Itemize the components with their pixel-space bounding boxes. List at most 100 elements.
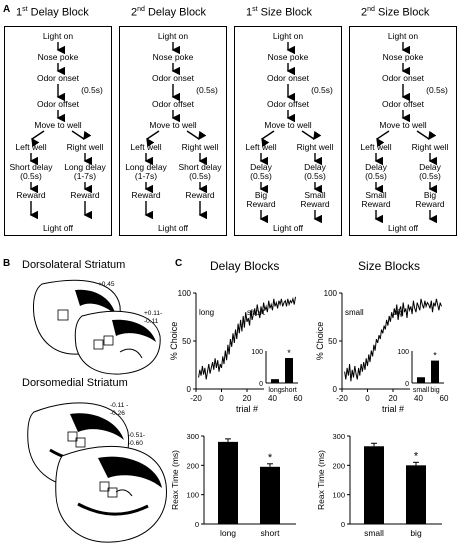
left-well: Left well — [245, 142, 276, 152]
dls-brain-sections — [33, 279, 161, 375]
delay-blocks-title: Delay Blocks — [210, 259, 280, 273]
y-axis-label: Reax Time (ms) — [170, 450, 180, 510]
bar-small — [364, 446, 384, 524]
step-odor-duration: (0.5s) — [196, 85, 218, 95]
dms-label-011: -0.11 - — [110, 402, 129, 409]
y-tick-label: 50 — [182, 337, 191, 346]
x-tick-label: 60 — [440, 394, 449, 403]
left-well: Left well — [130, 142, 161, 152]
left-reward-size: Small — [365, 190, 386, 200]
left-well: Left well — [15, 142, 46, 152]
bar-big — [406, 465, 426, 524]
y-tick-label: 50 — [328, 337, 337, 346]
inset-significance-star: * — [287, 348, 291, 358]
dls-label-011a: +0.11- — [144, 310, 163, 317]
y-tick-label: 0 — [333, 385, 338, 394]
left-reward: Reward — [131, 190, 161, 200]
x-tick-label: 40 — [414, 394, 423, 403]
flowchart-box-1: Light on Nose poke Odor onset (0.5s) Odor of… — [4, 26, 112, 236]
inset-significance-star: * — [433, 351, 437, 361]
inset-bar-short — [285, 358, 293, 383]
right-well: Right well — [67, 142, 104, 152]
right-delay-duration: (0.5s) — [304, 171, 326, 181]
step-light-off: Light off — [388, 223, 419, 233]
right-delay-duration: (0.5s) — [189, 171, 211, 181]
step-odor-offset: Odor offset — [267, 99, 310, 109]
bar-short — [260, 466, 280, 524]
inset-cat-label: short — [281, 387, 297, 394]
flowchart-box-4: Light on Nose poke Odor onset (0.5s) Odor of… — [349, 26, 457, 236]
step-light-on: Light on — [388, 31, 419, 41]
x-tick-label: 0 — [219, 394, 224, 403]
left-delay-duration: (1-7s) — [135, 171, 157, 181]
block-title-4: 2nd Size Block — [361, 6, 430, 19]
flow-arrow — [376, 130, 390, 148]
y-axis-label: Reax Time (ms) — [316, 450, 326, 510]
right-delay-duration: (1-7s) — [74, 171, 96, 181]
step-odor-offset: Odor offset — [382, 99, 425, 109]
block-label-first: small — [345, 308, 364, 317]
step-light-off: Light off — [158, 223, 189, 233]
step-light-on: Light on — [158, 31, 189, 41]
y-tick-label: 0 — [187, 385, 192, 394]
left-well: Left well — [360, 142, 391, 152]
right-delay: Delay — [419, 162, 441, 172]
inset-y-tick-label: 0 — [405, 381, 409, 388]
inset-background — [410, 345, 446, 395]
x-tick-label: 40 — [268, 394, 277, 403]
inset-bar-small — [417, 377, 425, 383]
y-tick-label: 100 — [332, 491, 345, 500]
left-delay-duration: (0.5s) — [250, 171, 272, 181]
x-tick-label: 20 — [243, 394, 252, 403]
y-tick-label: 0 — [195, 520, 199, 529]
right-reward: Reward — [415, 199, 445, 209]
right-delay: Long delay — [64, 162, 106, 172]
size-rt-chart: 0 100 200 300 Reax Time (ms) small big * — [316, 432, 442, 538]
y-tick-label: 100 — [186, 491, 199, 500]
y-axis-label: % Choice — [315, 322, 325, 361]
block-title-1: 1st Delay Block — [16, 6, 89, 19]
step-odor-duration: (0.5s) — [311, 85, 333, 95]
inset-cat-label: small — [413, 387, 430, 394]
flowchart-box-3: Light on Nose poke Odor onset (0.5s) Odor of… — [234, 26, 342, 236]
y-tick-label: 200 — [332, 461, 345, 470]
inset-y-tick-label: 100 — [397, 349, 409, 356]
x-tick-label: 0 — [365, 394, 370, 403]
block-label-second: big — [393, 308, 404, 317]
flow-arrow — [261, 130, 275, 148]
right-reward: Reward — [300, 199, 330, 209]
left-delay: Long delay — [125, 162, 167, 172]
right-well: Right well — [412, 142, 449, 152]
right-well: Right well — [297, 142, 334, 152]
dls-label-011b: -0.11 — [144, 318, 159, 325]
right-delay-duration: (0.5s) — [419, 171, 441, 181]
left-reward: Reward — [361, 199, 391, 209]
choice-line — [198, 296, 296, 380]
step-light-on: Light on — [273, 31, 304, 41]
inset-y-tick-label: 0 — [259, 381, 263, 388]
x-tick-label: 20 — [389, 394, 398, 403]
x-axis-label: trial # — [382, 404, 404, 414]
left-reward: Reward — [246, 199, 276, 209]
step-odor-offset: Odor offset — [152, 99, 195, 109]
size-blocks-title: Size Blocks — [358, 259, 421, 273]
left-delay: Short delay — [10, 162, 54, 172]
dls-title: Dorsolateral Striatum — [22, 259, 126, 271]
step-move-to-well: Move to well — [149, 120, 196, 130]
x-tick-label: -20 — [190, 394, 202, 403]
step-move-to-well: Move to well — [264, 120, 311, 130]
inset-bar-big — [431, 360, 439, 383]
category-label: long — [220, 528, 236, 538]
x-tick-label: 60 — [294, 394, 303, 403]
right-delay: Delay — [304, 162, 326, 172]
step-light-off: Light off — [43, 223, 74, 233]
step-move-to-well: Move to well — [34, 120, 81, 130]
right-reward-size: Big — [424, 190, 437, 200]
step-odor-onset: Odor onset — [267, 73, 310, 83]
dms-brain-sections — [27, 402, 167, 543]
flow-arrow — [71, 130, 92, 141]
panel-b-letter: B — [3, 258, 11, 269]
step-nose-poke: Nose poke — [38, 52, 79, 62]
inset-cat-label: long — [268, 387, 281, 394]
